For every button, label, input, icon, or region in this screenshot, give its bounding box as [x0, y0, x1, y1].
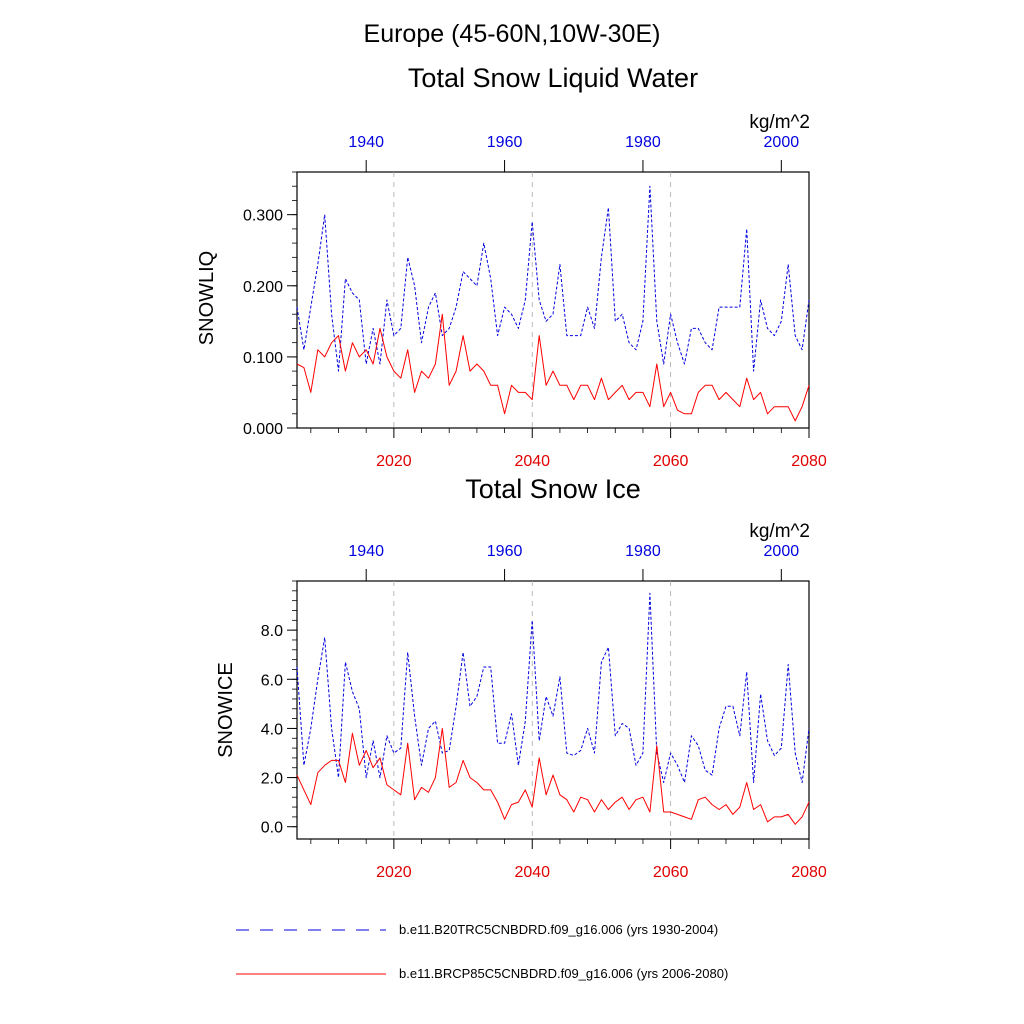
y-tick-label: 0.100 [243, 350, 283, 367]
y-tick-label: 0.300 [243, 208, 283, 225]
top-tick-label: 1960 [487, 543, 523, 560]
plot-area [296, 171, 810, 429]
bottom-tick-label: 2080 [791, 864, 827, 881]
region-title: Europe (45-60N,10W-30E) [364, 20, 661, 48]
bottom-axis: 2020 2040 2060 2080 [310, 839, 827, 881]
historical-series-line [296, 592, 810, 783]
y-axis: 0.000 0.100 0.200 0.300 [243, 171, 297, 438]
y-tick-label: 0.000 [243, 421, 283, 438]
units-label: kg/m^2 [749, 521, 810, 542]
y-tick-label: 2.0 [261, 771, 283, 788]
y-tick-label: 0.0 [261, 820, 283, 837]
y-tick-label: 4.0 [261, 721, 283, 738]
top-tick-label: 2000 [764, 543, 800, 560]
top-axis: 1940 1960 1980 2000 [348, 543, 799, 581]
bottom-tick-label: 2020 [376, 864, 412, 881]
y-axis-label: SNOWICE [215, 662, 237, 758]
chart-title: Total Snow Ice [465, 474, 641, 504]
bottom-tick-label: 2080 [791, 453, 827, 470]
rcp85-series-line [296, 313, 810, 422]
legend-label-historical: b.e11.B20TRC5CNBDRD.f09_g16.006 (yrs 193… [399, 922, 718, 937]
bottom-tick-label: 2040 [514, 453, 550, 470]
y-tick-label: 6.0 [261, 672, 283, 689]
top-tick-label: 1940 [348, 134, 384, 151]
snowliq-panel: Total Snow Liquid Water kg/m^2 SNOWLIQ 0… [196, 63, 827, 470]
plot-area [296, 580, 810, 840]
top-tick-label: 2000 [764, 134, 800, 151]
legend: b.e11.B20TRC5CNBDRD.f09_g16.006 (yrs 193… [236, 922, 728, 981]
bottom-tick-label: 2060 [653, 864, 689, 881]
snowice-panel: Total Snow Ice kg/m^2 SNOWICE 0.0 2.0 4.0 6… [215, 474, 827, 881]
chart-title: Total Snow Liquid Water [408, 63, 698, 93]
y-tick-label: 0.200 [243, 279, 283, 296]
gridlines [393, 172, 672, 428]
y-axis-label: SNOWLIQ [196, 251, 218, 345]
rcp85-series-line [296, 727, 810, 825]
series-group [296, 592, 810, 825]
y-axis: 0.0 2.0 4.0 6.0 8.0 [261, 580, 297, 837]
top-tick-label: 1960 [487, 134, 523, 151]
units-label: kg/m^2 [749, 112, 810, 133]
bottom-tick-label: 2040 [514, 864, 550, 881]
gridlines [393, 581, 672, 839]
legend-label-rcp85: b.e11.BRCP85C5CNBDRD.f09_g16.006 (yrs 20… [399, 966, 728, 981]
y-tick-label: 8.0 [261, 623, 283, 640]
top-tick-label: 1940 [348, 543, 384, 560]
bottom-tick-label: 2060 [653, 453, 689, 470]
top-tick-label: 1980 [625, 134, 661, 151]
bottom-tick-label: 2020 [376, 453, 412, 470]
series-group [296, 185, 810, 422]
top-axis: 1940 1960 1980 2000 [348, 134, 799, 172]
top-tick-label: 1980 [625, 543, 661, 560]
bottom-axis: 2020 2040 2060 2080 [310, 428, 827, 470]
historical-series-line [296, 185, 810, 372]
